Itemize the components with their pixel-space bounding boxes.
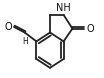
Text: O: O [5,22,12,32]
Text: O: O [86,24,94,34]
Text: H: H [22,37,28,46]
Text: NH: NH [56,3,71,13]
